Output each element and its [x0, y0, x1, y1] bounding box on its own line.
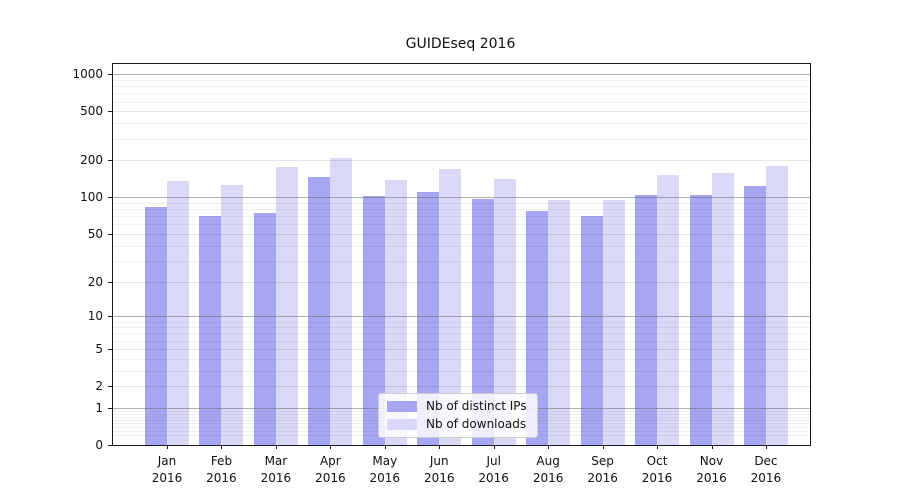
y-tick-mark-20 [108, 281, 112, 283]
bar-downloads-feb [221, 184, 244, 445]
gridline-y-800 [113, 86, 810, 88]
legend: Nb of distinct IPs Nb of downloads [378, 393, 538, 438]
x-tick-label-feb: Feb 2016 [206, 454, 237, 485]
x-tick-label-jun: Jun 2016 [423, 454, 455, 485]
x-tick-mark [765, 445, 767, 449]
legend-label-distinct-ips: Nb of distinct IPs [426, 399, 527, 413]
legend-row-distinct-ips: Nb of distinct IPs [387, 399, 527, 413]
y-tick-label-500: 500 [80, 104, 103, 119]
bar-distinct-ips-mar [253, 212, 276, 445]
x-tick-mark [167, 445, 168, 449]
x-tick-mark [657, 445, 659, 449]
x-tick-label-dec: Dec 2016 [750, 454, 782, 485]
y-tick-mark-5 [108, 348, 112, 350]
bar-distinct-ips-aug [526, 211, 549, 445]
bar-distinct-ips-oct [635, 195, 658, 445]
bar-distinct-ips-dec [743, 186, 766, 445]
x-tick-label-mar: Mar 2016 [260, 454, 292, 485]
chart-title: GUIDEseq 2016 [405, 36, 516, 52]
x-tick-mark [711, 445, 713, 449]
y-tick-mark-2 [108, 386, 112, 388]
y-tick-label-5: 5 [95, 341, 103, 356]
bar-downloads-mar [275, 167, 298, 445]
bar-distinct-ips-feb [199, 216, 222, 445]
y-tick-label-100: 100 [80, 190, 103, 205]
bar-downloads-may [384, 180, 407, 445]
bar-downloads-sep [602, 199, 625, 445]
y-tick-mark-200 [108, 160, 112, 162]
y-tick-label-0: 0 [95, 438, 103, 452]
y-tick-mark-1 [108, 407, 112, 409]
y-tick-mark-50 [108, 234, 112, 235]
bar-downloads-jan [167, 181, 189, 445]
gridline-y-300 [113, 138, 810, 140]
x-tick-label-may: May 2016 [369, 454, 401, 485]
y-tick-label-1000: 1000 [72, 67, 103, 82]
bar-distinct-ips-nov [689, 195, 712, 445]
bar-distinct-ips-sep [580, 216, 603, 445]
legend-swatch-downloads [387, 418, 417, 430]
gridline-y-200 [113, 160, 810, 162]
legend-row-downloads: Nb of downloads [387, 417, 527, 431]
gridline-y-400 [113, 123, 810, 125]
x-tick-label-sep: Sep 2016 [587, 454, 618, 485]
legend-label-downloads: Nb of downloads [426, 417, 527, 431]
x-tick-mark [275, 445, 277, 449]
x-tick-label-aug: Aug 2016 [532, 454, 564, 485]
plot-area: Nb of distinct IPs Nb of downloads Jan 2… [72, 63, 811, 485]
bar-distinct-ips-apr [308, 176, 331, 445]
y-tick-mark-10 [108, 316, 112, 318]
y-tick-label-1: 1 [95, 400, 103, 415]
bar-downloads-dec [765, 166, 788, 445]
y-tick-mark-100 [108, 197, 112, 199]
legend-swatch-distinct-ips [387, 400, 417, 412]
x-tick-label-apr: Apr 2016 [315, 454, 346, 485]
bar-downloads-jun [439, 168, 462, 445]
bar-downloads-nov [711, 173, 734, 445]
bar-distinct-ips-jul [471, 199, 494, 445]
y-tick-mark-500 [108, 111, 112, 113]
bar-distinct-ips-jan [145, 206, 167, 445]
y-tick-label-200: 200 [80, 153, 103, 168]
y-tick-mark-1000 [108, 74, 112, 76]
gridline-y-500 [113, 111, 810, 113]
y-tick-label-2: 2 [95, 379, 103, 394]
x-tick-mark [439, 445, 441, 449]
bar-distinct-ips-jun [417, 192, 440, 445]
y-tick-mark-0 [108, 445, 112, 446]
gridline-y-700 [113, 93, 810, 95]
gridline-y-900 [113, 79, 810, 81]
y-tick-label-10: 10 [87, 309, 103, 324]
x-tick-label-jan: Jan 2016 [151, 454, 183, 485]
gridline-y-600 [113, 101, 810, 103]
x-tick-label-nov: Nov 2016 [696, 454, 727, 485]
x-tick-mark [602, 445, 604, 449]
x-tick-mark [330, 445, 332, 449]
x-tick-label-jul: Jul 2016 [478, 454, 509, 485]
bar-downloads-apr [330, 157, 353, 445]
x-tick-mark [221, 445, 223, 449]
x-tick-label-oct: Oct 2016 [641, 454, 673, 485]
bar-downloads-oct [657, 175, 680, 445]
bar-distinct-ips-may [362, 195, 385, 445]
x-tick-mark [384, 445, 386, 449]
bar-downloads-jul [493, 179, 516, 445]
gridline-y-1000 [113, 74, 810, 76]
y-tick-label-50: 50 [87, 227, 103, 241]
x-tick-mark [493, 445, 495, 449]
bar-downloads-aug [548, 199, 571, 445]
x-tick-mark [548, 445, 550, 449]
y-tick-label-20: 20 [87, 274, 103, 289]
